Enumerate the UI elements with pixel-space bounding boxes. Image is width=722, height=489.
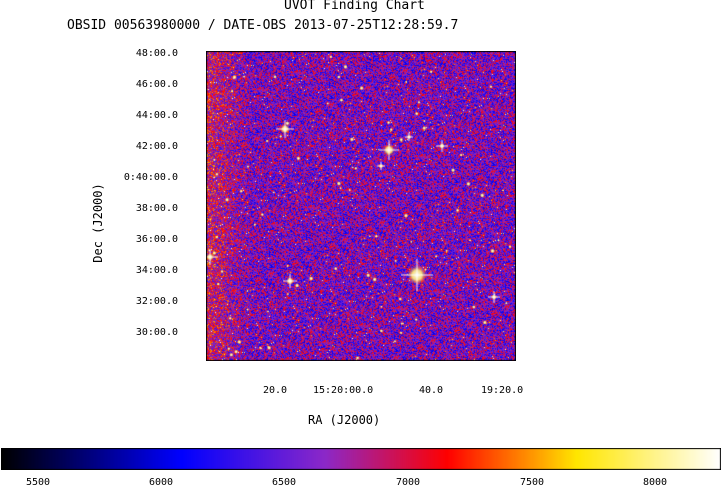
y-tick-label: 36:00.0 <box>135 234 178 245</box>
x-tick-label: 15:20:00.0 <box>313 385 374 396</box>
y-tick-label: 34:00.0 <box>135 265 178 276</box>
chart-subtitle: OBSID 00563980000 / DATE-OBS 2013-07-25T… <box>67 18 459 33</box>
chart-title: UVOT Finding Chart <box>284 0 425 13</box>
x-axis-label: RA (J2000) <box>308 413 381 427</box>
y-axis-label: Dec (J2000) <box>91 183 105 263</box>
colorbar-tick-label: 5500 <box>26 477 51 488</box>
colorbar-tick-label: 7000 <box>396 477 421 488</box>
colorbar-tick-label: 6500 <box>272 477 297 488</box>
x-tick-label: 40.0 <box>419 385 444 396</box>
colorbar-tick-label: 8000 <box>643 477 668 488</box>
y-tick-label: 44:00.0 <box>135 110 178 121</box>
y-tick-label: 42:00.0 <box>135 141 178 152</box>
y-tick-label: 48:00.0 <box>135 48 178 59</box>
y-tick-label: 32:00.0 <box>135 296 178 307</box>
y-tick-label: 46:00.0 <box>135 79 178 90</box>
y-tick-label: 38:00.0 <box>135 203 178 214</box>
y-tick-label: 30:00.0 <box>135 327 178 338</box>
x-tick-label: 19:20.0 <box>481 385 524 396</box>
x-tick-label: 20.0 <box>263 385 288 396</box>
uvot-image <box>206 51 516 361</box>
colorbar-tick-label: 6000 <box>149 477 174 488</box>
y-tick-label: 0:40:00.0 <box>123 172 178 183</box>
colorbar <box>1 448 721 470</box>
colorbar-tick-label: 7500 <box>520 477 545 488</box>
